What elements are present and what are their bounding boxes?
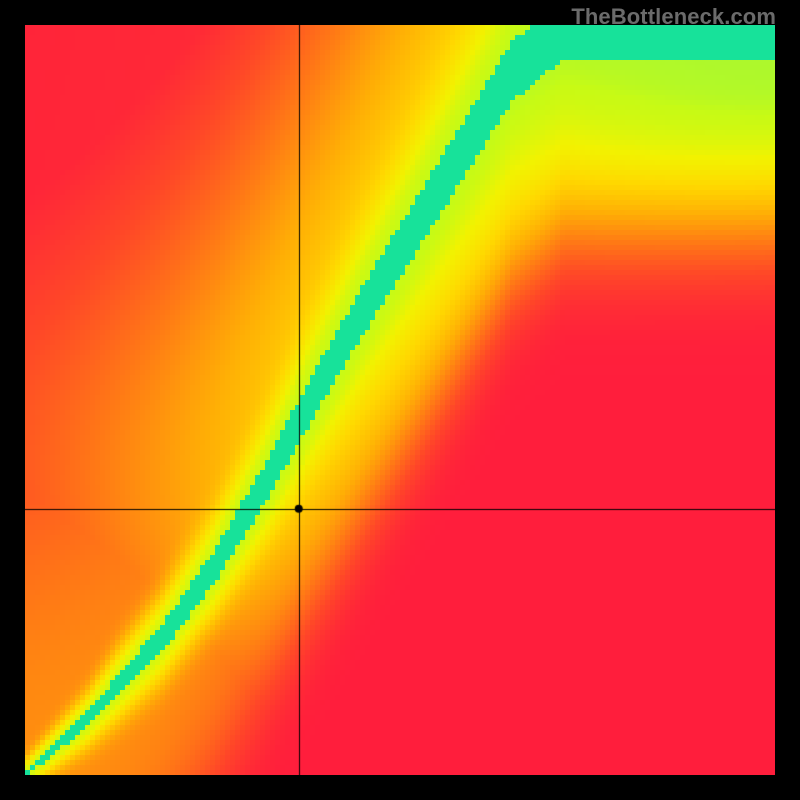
chart-container: TheBottleneck.com bbox=[0, 0, 800, 800]
crosshair-overlay bbox=[25, 25, 775, 775]
watermark-text: TheBottleneck.com bbox=[571, 4, 776, 30]
